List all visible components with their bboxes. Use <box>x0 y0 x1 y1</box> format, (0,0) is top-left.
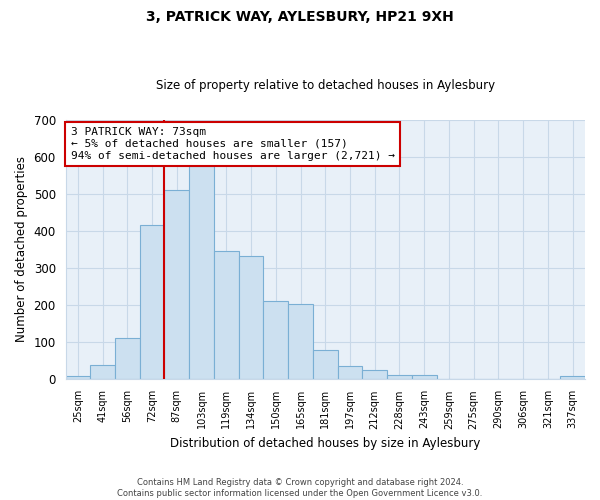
Bar <box>338 366 362 380</box>
Bar <box>536 378 560 380</box>
Bar <box>412 374 437 380</box>
Bar <box>313 350 338 380</box>
X-axis label: Distribution of detached houses by size in Aylesbury: Distribution of detached houses by size … <box>170 437 481 450</box>
Bar <box>214 252 239 380</box>
Bar <box>560 376 585 380</box>
Bar <box>387 375 412 380</box>
Y-axis label: Number of detached properties: Number of detached properties <box>15 156 28 342</box>
Bar <box>263 300 288 380</box>
Bar <box>115 338 140 380</box>
Bar <box>362 370 387 380</box>
Bar <box>65 376 90 380</box>
Bar <box>189 166 214 380</box>
Bar <box>239 256 263 380</box>
Bar <box>90 366 115 380</box>
Bar <box>164 190 189 380</box>
Text: Contains HM Land Registry data © Crown copyright and database right 2024.
Contai: Contains HM Land Registry data © Crown c… <box>118 478 482 498</box>
Text: 3 PATRICK WAY: 73sqm
← 5% of detached houses are smaller (157)
94% of semi-detac: 3 PATRICK WAY: 73sqm ← 5% of detached ho… <box>71 128 395 160</box>
Bar <box>288 304 313 380</box>
Title: Size of property relative to detached houses in Aylesbury: Size of property relative to detached ho… <box>156 79 495 92</box>
Text: 3, PATRICK WAY, AYLESBURY, HP21 9XH: 3, PATRICK WAY, AYLESBURY, HP21 9XH <box>146 10 454 24</box>
Bar <box>140 226 164 380</box>
